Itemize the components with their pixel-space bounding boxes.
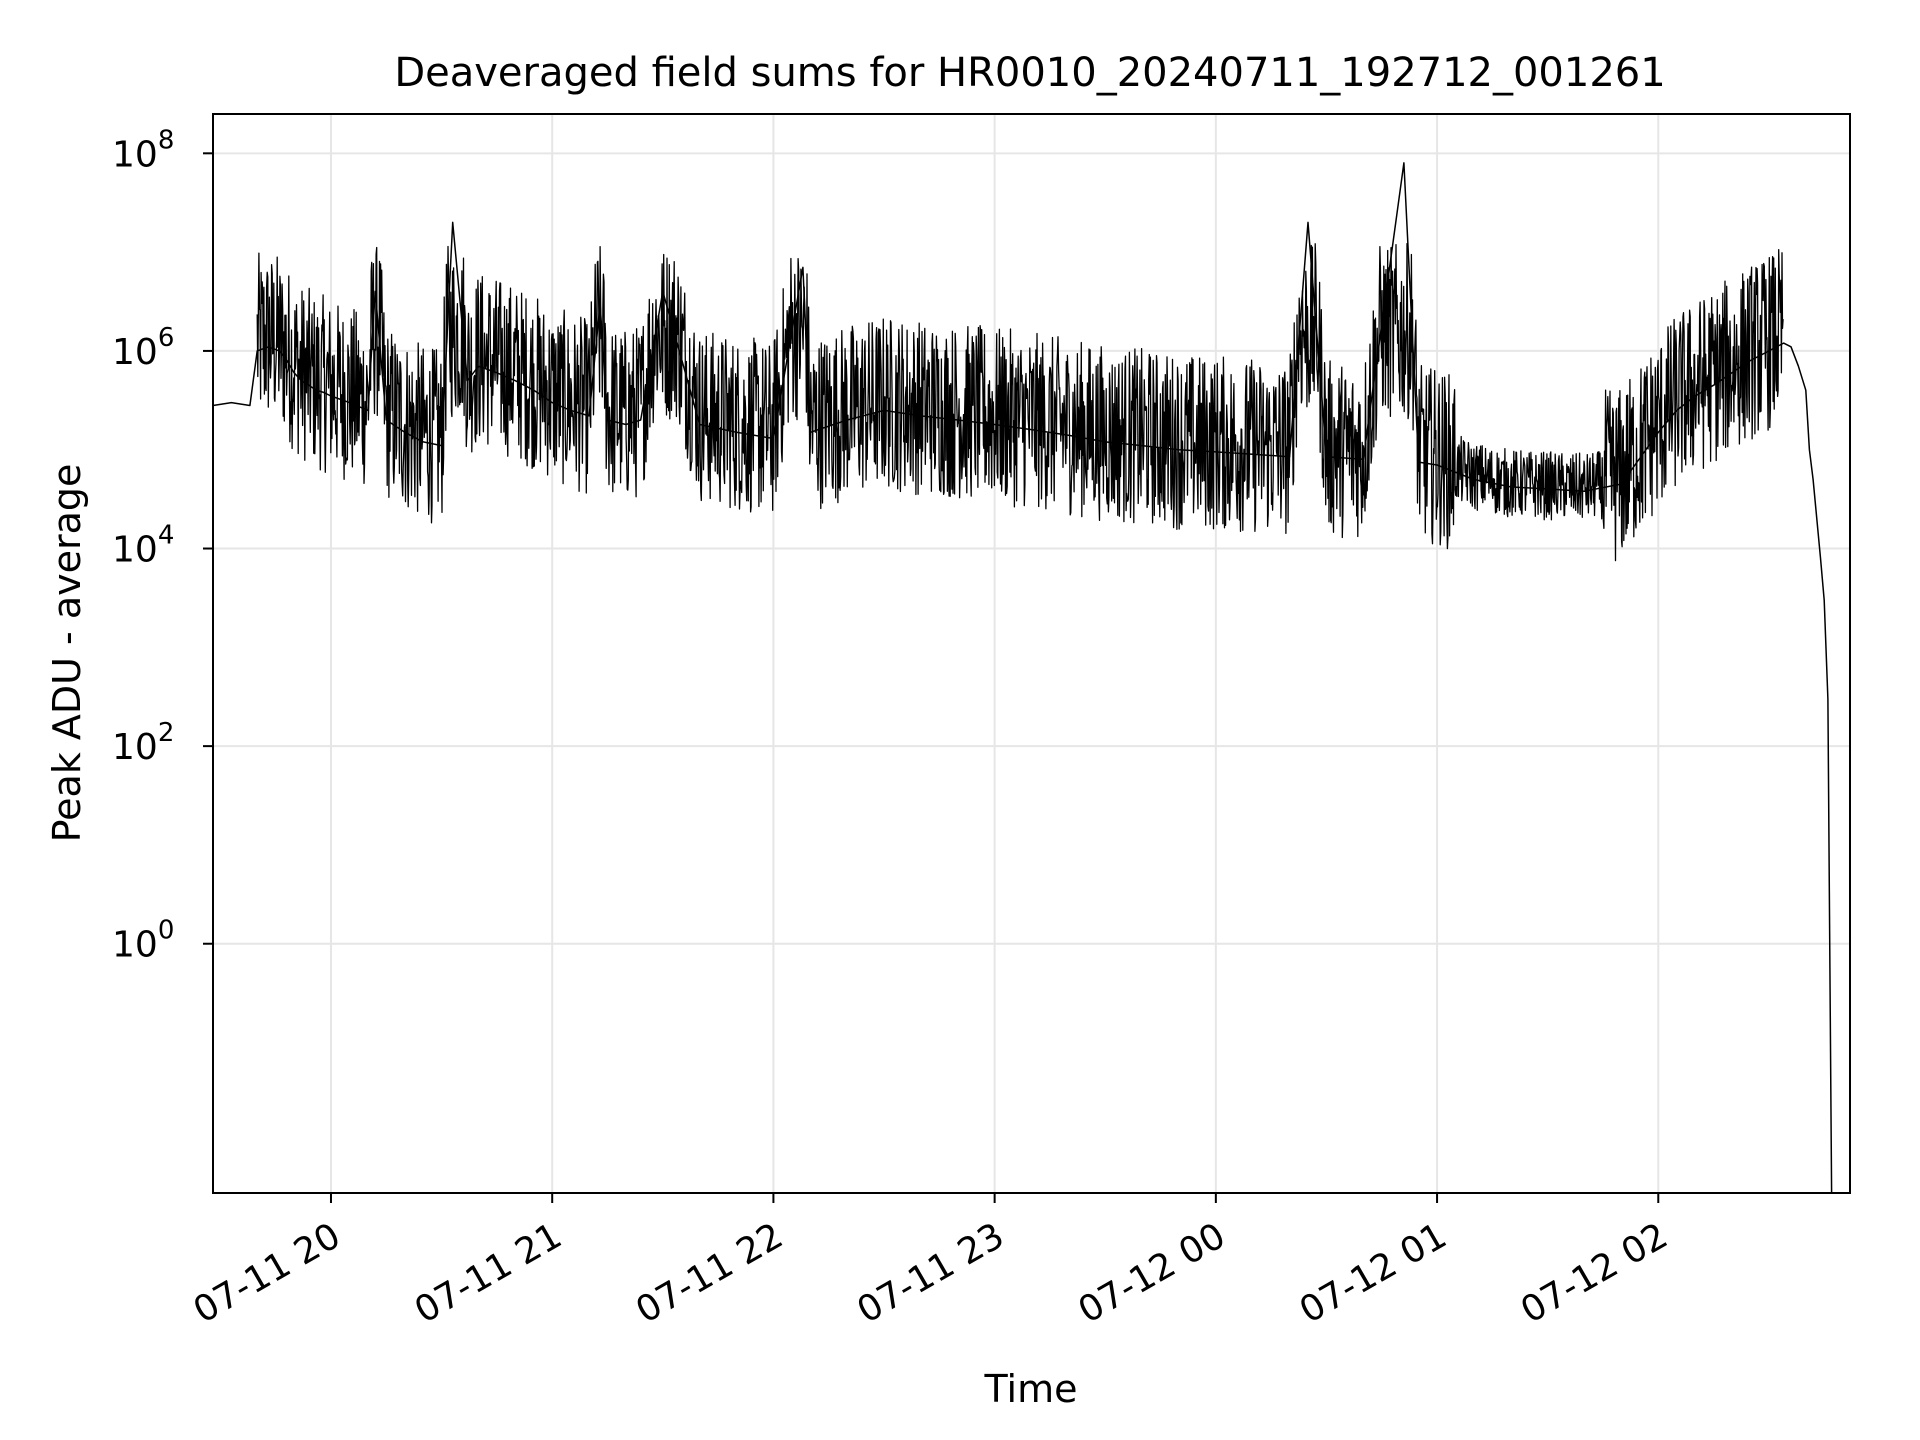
chart-title: Deaveraged field sums for HR0010_2024071… bbox=[394, 50, 1665, 96]
y-axis-ticks: 100 102 104 106 108 bbox=[112, 125, 213, 966]
y-tick-label-3: 106 bbox=[112, 323, 174, 373]
x-axis-label: Time bbox=[984, 1367, 1078, 1411]
data-line-noise bbox=[256, 242, 1784, 562]
y-tick-label-0: 100 bbox=[112, 916, 174, 966]
y-tick-label-2: 104 bbox=[112, 521, 174, 571]
plot-data bbox=[212, 162, 1833, 1194]
y-tick-label-1: 102 bbox=[112, 718, 174, 768]
y-axis-label: Peak ADU - average bbox=[45, 464, 89, 843]
y-tick-label-4: 108 bbox=[112, 125, 174, 175]
data-line-series-0 bbox=[212, 162, 1833, 1194]
plot-area-frame bbox=[212, 113, 1851, 1194]
